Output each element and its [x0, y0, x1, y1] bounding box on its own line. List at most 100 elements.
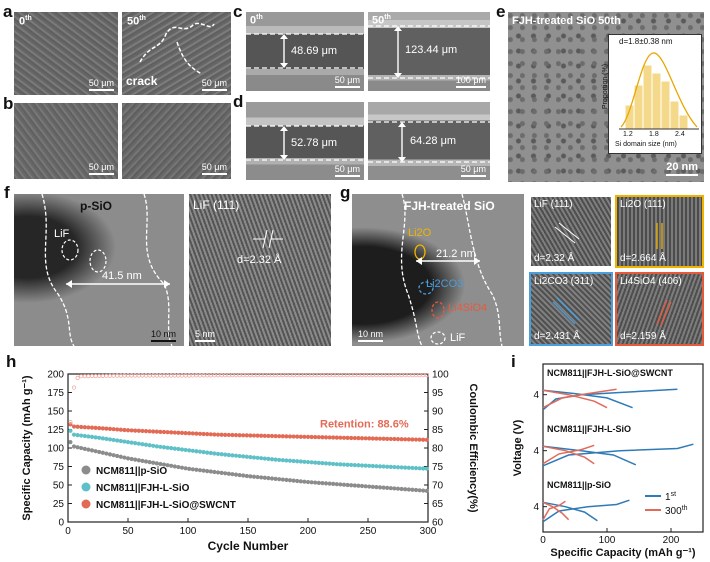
data-point [68, 428, 73, 433]
data-point [316, 435, 321, 440]
data-point [190, 448, 195, 453]
data-point [147, 429, 152, 434]
data-point [79, 433, 84, 438]
data-point [320, 435, 325, 440]
data-point [143, 442, 149, 447]
data-point [385, 485, 390, 491]
thickness-label: 123.44 μm [405, 44, 458, 56]
data-point [86, 425, 91, 430]
data-point [367, 484, 372, 489]
lif-label: LiF [450, 332, 466, 344]
data-point [244, 454, 249, 459]
data-point [118, 427, 123, 432]
data-point [269, 457, 275, 462]
data-point [97, 449, 102, 455]
y-tick-label: 175 [47, 388, 64, 399]
data-point [341, 435, 347, 440]
y-tick-label: 150 [47, 407, 64, 418]
data-point [323, 435, 329, 440]
data-point [255, 433, 260, 438]
data-point [280, 477, 285, 482]
data-point [151, 460, 156, 465]
data-point [212, 451, 217, 456]
data-point [107, 426, 113, 432]
data-point [118, 438, 123, 444]
data-point [104, 436, 109, 441]
data-point [327, 461, 332, 466]
data-point [374, 485, 379, 490]
data-point [75, 375, 80, 380]
tem-f-title: p-SiO [80, 199, 112, 213]
data-point [298, 434, 303, 439]
data-point [147, 443, 152, 448]
data-point [302, 434, 307, 439]
lif-label: LiF [54, 228, 70, 240]
data-point [71, 432, 77, 437]
data-point [223, 452, 228, 457]
data-point [133, 441, 138, 446]
data-point [122, 439, 127, 444]
data-point [277, 457, 282, 463]
y-tick-label: 4 [533, 390, 539, 401]
data-point [331, 481, 336, 487]
data-point [169, 463, 174, 468]
data-point [97, 373, 102, 379]
width-label: 21.2 nm [436, 248, 476, 260]
data-point [403, 437, 408, 442]
data-point [86, 373, 91, 379]
data-point [237, 433, 242, 438]
data-point [248, 455, 253, 460]
data-point [201, 431, 206, 437]
data-point [356, 436, 361, 441]
scale-bar: 5 nm [195, 329, 216, 342]
subplot-title: NCM811||FJH-L-SiO@SWCNT [547, 368, 673, 378]
first-cycle-discharge-curve [542, 389, 633, 409]
data-point [370, 463, 375, 469]
data-point [244, 473, 249, 479]
y2-tick-label: 100 [432, 370, 449, 381]
data-point [75, 445, 80, 450]
inset-tick: 1.8 [649, 131, 659, 138]
hrtem-tile-li2o: Li2O (111) d=2.664 Å [615, 195, 704, 268]
data-point [291, 478, 296, 483]
y-tick-label: 4 [533, 502, 539, 513]
data-point [100, 436, 105, 441]
data-point [403, 487, 408, 492]
data-point [75, 424, 80, 429]
data-point [349, 483, 354, 488]
data-point [172, 446, 177, 451]
li4sio4-label: Li4SiO4 [448, 302, 488, 314]
li2co3-label: Li2CO3 [426, 278, 464, 290]
data-point [183, 466, 188, 471]
sem-image-b-right: 50 μm [122, 103, 231, 179]
data-point [104, 451, 109, 456]
scale-bar: 100 μm [455, 75, 486, 88]
data-point [219, 452, 224, 457]
data-point [125, 428, 131, 433]
data-point [251, 474, 257, 479]
d-spacing: d=2.32 Å [237, 254, 282, 266]
inset-tick: 2.4 [675, 131, 685, 138]
data-point [248, 433, 253, 438]
panel-label-e: e [496, 2, 506, 21]
y-tick-label: 125 [47, 425, 64, 436]
data-point [205, 432, 210, 437]
data-point [309, 434, 314, 440]
data-point [111, 427, 116, 432]
data-point [169, 446, 174, 451]
data-point [93, 425, 98, 430]
data-point [421, 466, 426, 471]
x-tick-label: 200 [300, 526, 317, 537]
data-point [100, 373, 105, 378]
data-point [395, 437, 401, 442]
li2o-label: Li2O [408, 227, 432, 239]
scale-bar: 10 nm [358, 329, 384, 342]
data-point [313, 480, 318, 485]
data-point [125, 456, 131, 461]
data-point [223, 471, 228, 476]
sem-image-a-50th: 50th crack 50 μm [122, 12, 231, 95]
data-point [187, 448, 192, 453]
plot-frame [542, 363, 704, 533]
data-point [280, 434, 285, 439]
data-point [129, 440, 134, 445]
